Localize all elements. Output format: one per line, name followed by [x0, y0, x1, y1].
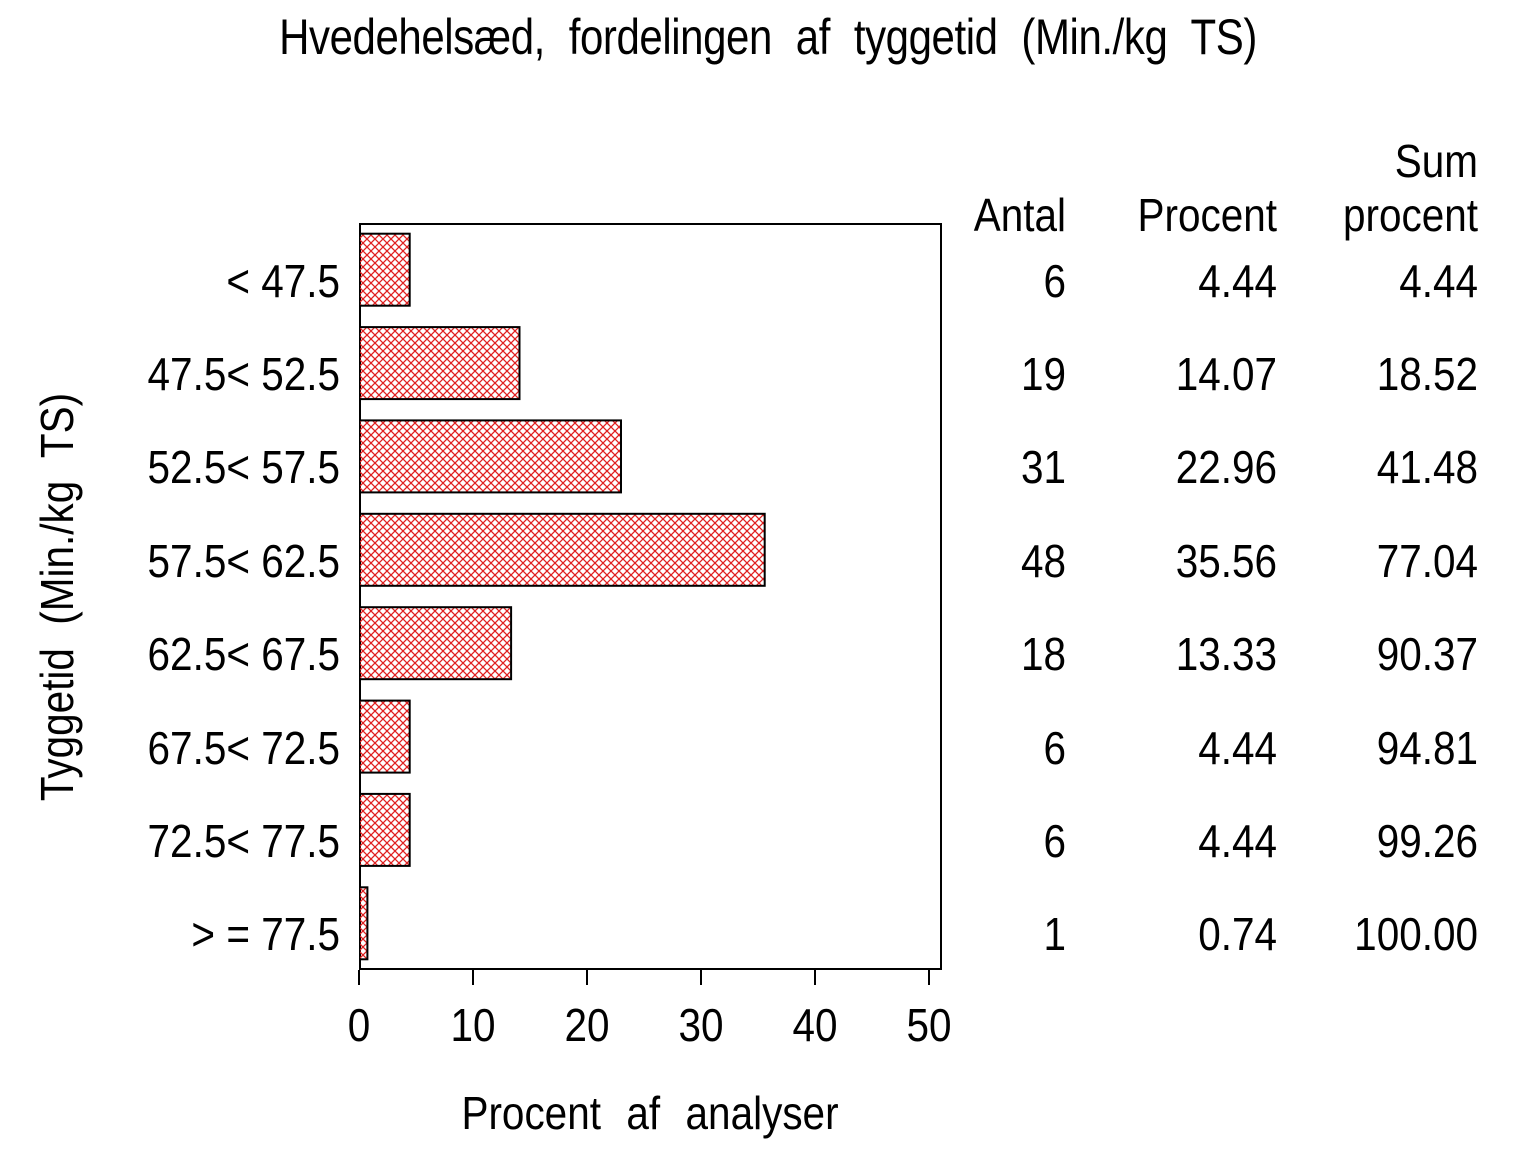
bar: [359, 792, 411, 867]
table-row: 18 13.33 90.37: [900, 627, 1478, 681]
cell-sum-procent: 90.37: [1376, 628, 1478, 681]
cell-procent: 4.44: [1198, 721, 1277, 774]
bar: [359, 606, 513, 681]
cell-sum-procent: 41.48: [1376, 441, 1478, 494]
table-header-sum-line1: Sum: [1394, 135, 1478, 187]
x-tick-label: 0: [347, 999, 371, 1051]
table-row: 31 22.96 41.48: [900, 440, 1478, 494]
table-row: 6 4.44 4.44: [900, 254, 1478, 308]
table-row: 1 0.74 100.00: [900, 907, 1478, 961]
x-tick-mark: [358, 970, 360, 985]
category-label: 72.5< 77.5: [147, 814, 340, 867]
x-tick-label: 50: [906, 999, 952, 1051]
cell-antal: 6: [1043, 814, 1066, 867]
cell-procent: 4.44: [1198, 814, 1277, 867]
cell-antal: 31: [1020, 441, 1066, 494]
cell-sum-procent: 94.81: [1376, 721, 1478, 774]
cell-sum-procent: 4.44: [1399, 254, 1478, 307]
cell-procent: 0.74: [1198, 908, 1277, 961]
cell-sum-procent: 99.26: [1376, 814, 1478, 867]
cell-antal: 1: [1043, 908, 1066, 961]
x-tick-label: 30: [678, 999, 724, 1051]
x-tick-mark: [928, 970, 931, 985]
cell-antal: 48: [1020, 534, 1066, 587]
bar: [359, 699, 411, 774]
cell-sum-procent: 100.00: [1354, 908, 1478, 961]
table-header-procent: Procent: [1137, 189, 1277, 241]
category-label: 67.5< 72.5: [147, 721, 340, 774]
x-tick-mark: [586, 970, 589, 985]
category-label: > = 77.5: [191, 908, 340, 961]
cell-procent: 4.44: [1198, 254, 1277, 307]
bar: [359, 512, 766, 587]
bar: [359, 886, 369, 961]
category-label: < 47.5: [226, 254, 340, 307]
cell-procent: 35.56: [1175, 534, 1277, 587]
cell-sum-procent: 77.04: [1376, 534, 1478, 587]
table-row: 6 4.44 99.26: [900, 814, 1478, 868]
x-axis-title: Procent af analyser: [461, 1087, 839, 1139]
table-header-sum-line2: procent: [1342, 189, 1478, 241]
category-label: 57.5< 62.5: [147, 534, 340, 587]
x-tick-label: 10: [450, 999, 496, 1051]
table-row: 6 4.44 94.81: [900, 721, 1478, 775]
cell-procent: 22.96: [1175, 441, 1277, 494]
chart-title: Hvedehelsæd, fordelingen af tyggetid (Mi…: [279, 9, 1257, 65]
category-label: 52.5< 57.5: [147, 441, 340, 494]
plot-area: [359, 223, 942, 970]
table-row: 48 35.56 77.04: [900, 534, 1478, 588]
x-tick-mark: [472, 970, 475, 985]
cell-sum-procent: 18.52: [1376, 348, 1478, 401]
cell-antal: 18: [1020, 628, 1066, 681]
bar: [359, 326, 521, 401]
category-label: 47.5< 52.5: [147, 348, 340, 401]
x-tick-mark: [700, 970, 703, 985]
table-header-antal: Antal: [973, 189, 1066, 241]
bar: [359, 232, 411, 307]
table-header-sum-procent: Sum procent: [1301, 134, 1478, 242]
cell-antal: 6: [1043, 254, 1066, 307]
x-tick-mark: [814, 970, 817, 985]
bars-plot: [359, 232, 766, 961]
cell-procent: 13.33: [1175, 628, 1277, 681]
cell-antal: 19: [1020, 348, 1066, 401]
y-axis-title: Tyggetid (Min./kg TS): [31, 392, 83, 802]
cell-antal: 6: [1043, 721, 1066, 774]
x-tick-label: 40: [792, 999, 838, 1051]
bar: [359, 419, 622, 494]
table-header-row: Antal Procent Sum procent: [900, 134, 1478, 242]
category-label: 62.5< 67.5: [147, 628, 340, 681]
table-row: 19 14.07 18.52: [900, 347, 1478, 401]
x-tick-label: 20: [564, 999, 610, 1051]
cell-procent: 14.07: [1175, 348, 1277, 401]
